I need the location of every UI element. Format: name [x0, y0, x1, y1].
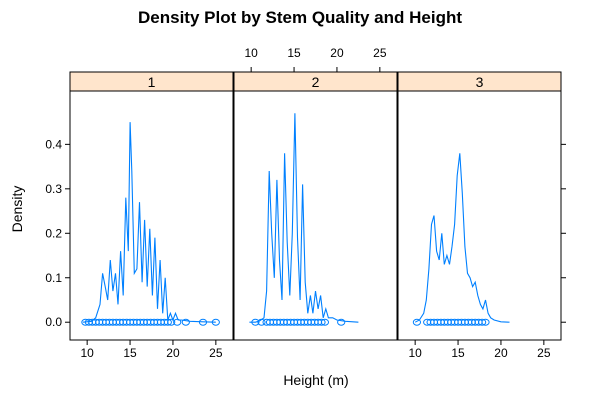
y-tick-label: 0.4 [45, 137, 62, 151]
panel-2-rug-point [251, 318, 260, 326]
x-tick-label: 10 [80, 346, 94, 360]
x-axis-label: Height (m) [283, 372, 348, 388]
panel-3-rug-point [412, 318, 421, 326]
panel-1-rug-point [181, 318, 190, 326]
y-tick-label: 0.3 [45, 182, 62, 196]
panel-1-rug-point [198, 318, 208, 326]
x-tick-label: 15 [287, 46, 301, 60]
panel-2-rug-point [257, 318, 266, 326]
x-tick-label: 20 [494, 346, 508, 360]
x-tick-label: 15 [451, 346, 465, 360]
panel-1-frame [69, 90, 234, 341]
y-tick-label: 0.1 [45, 271, 62, 285]
x-tick-label: 10 [408, 346, 422, 360]
x-tick-label: 25 [537, 346, 551, 360]
panel-3-density-line [414, 153, 510, 323]
panel-2-rug-point [317, 318, 326, 326]
panel-1-strip-label: 1 [148, 74, 156, 90]
panel-3-strip-label: 3 [476, 74, 484, 90]
y-tick-label: 0.0 [45, 315, 62, 329]
y-axis-label: Density [9, 186, 25, 233]
panel-2-frame [233, 90, 398, 341]
panel-3-rug-point [481, 318, 490, 326]
panel-1-rug-point [163, 318, 172, 326]
panel-1-density-line [82, 122, 216, 323]
panel-1-rug-point [211, 318, 220, 326]
panel-3-rug-point [478, 318, 487, 326]
panel-2-rug-point [320, 318, 329, 326]
panel-1-rug-point [173, 318, 182, 326]
x-tick-label: 25 [373, 46, 387, 60]
chart-title: Density Plot by Stem Quality and Height [138, 8, 462, 27]
panel-2-rug-point [337, 318, 346, 326]
x-tick-label: 10 [244, 46, 258, 60]
panel-2-strip-label: 2 [312, 74, 320, 90]
x-tick-label: 15 [123, 346, 137, 360]
panel-3-frame [397, 90, 562, 341]
panel-group: 1 10 15 20 25 2 10 15 20 25 3 10 15 20 25 0.0 0.1 0.2 0.3 0… [45, 46, 566, 360]
panel-1-rug-point [167, 318, 176, 326]
x-tick-label: 25 [209, 346, 223, 360]
x-tick-label: 20 [330, 46, 344, 60]
x-tick-label: 20 [166, 346, 180, 360]
panel-2-density-line [249, 113, 359, 323]
y-tick-label: 0.2 [45, 226, 62, 240]
